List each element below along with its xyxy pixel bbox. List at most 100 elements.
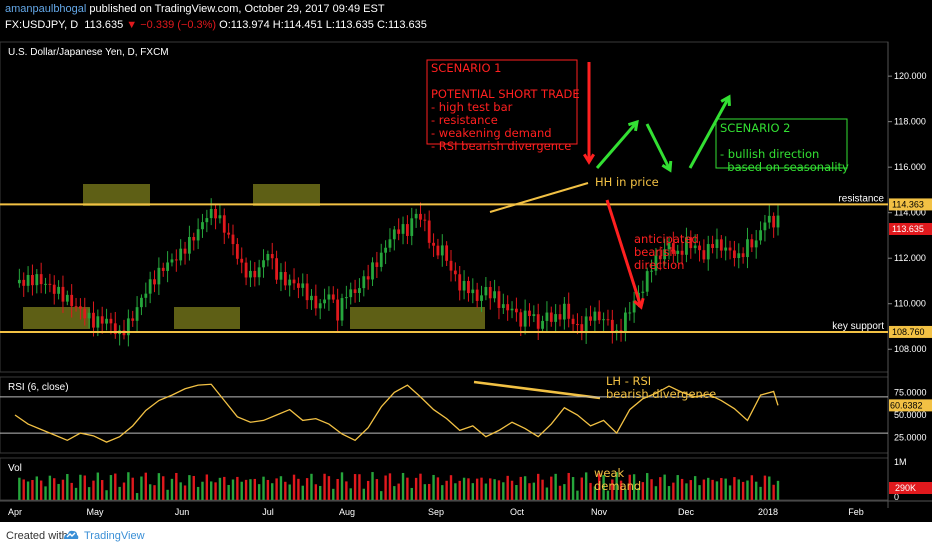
candle-body (440, 245, 444, 256)
volume-bar (388, 473, 392, 500)
volume-bar (414, 477, 418, 500)
candle-body (645, 271, 649, 292)
volume-bar (327, 476, 331, 500)
volume-bar (358, 474, 361, 500)
candle-body (170, 259, 174, 263)
candle-body (192, 237, 196, 241)
rsi-tick-label: 50.0000 (894, 410, 927, 420)
candle-body (606, 319, 610, 321)
x-tick-label: Dec (678, 507, 695, 517)
volume-bar (26, 481, 30, 500)
candle-body (532, 314, 536, 317)
candle-body (624, 312, 627, 333)
volume-bar (567, 472, 570, 500)
candle-body (231, 234, 235, 245)
volume-bar (563, 484, 566, 500)
volume-bar (384, 475, 387, 500)
chart-canvas[interactable]: 120.000 118.000 116.000 114.000 112.000 110.0… (0, 0, 932, 522)
tradingview-brand[interactable]: TradingView (84, 530, 145, 542)
volume-bar (759, 486, 762, 500)
candle-body (628, 312, 632, 314)
candle-body (100, 316, 104, 324)
x-tick-label: Nov (591, 507, 608, 517)
volume-bar (314, 484, 318, 500)
candle-body (179, 248, 183, 261)
volume-bar (61, 479, 65, 500)
volume-bar (305, 478, 309, 500)
volume-bar (153, 485, 156, 500)
volume-bar (406, 477, 409, 500)
candle-body (340, 298, 344, 321)
candle-body (283, 272, 287, 286)
volume-bar (768, 476, 771, 500)
volume-bar (292, 474, 296, 500)
candle-body (35, 274, 39, 286)
candle-body (436, 245, 440, 256)
volume-bar (763, 475, 767, 500)
volume-bar (728, 485, 732, 500)
candle-body (26, 274, 30, 286)
author-link[interactable]: amanpaulbhogal (5, 3, 87, 15)
candle-body (641, 291, 645, 293)
candle-body (593, 311, 597, 321)
volume-bar (493, 479, 496, 500)
volume-bar (580, 477, 583, 500)
volume-bar (550, 476, 553, 500)
level-label: key support (832, 321, 884, 332)
candle-body (536, 314, 540, 329)
volume-bar (249, 479, 252, 500)
volume-bar (532, 482, 536, 500)
volume-bar (236, 476, 239, 500)
candle-body (314, 295, 318, 309)
green-arrow-up-icon (595, 121, 639, 169)
volume-bar (336, 478, 339, 500)
candle-body (161, 267, 165, 271)
candle-body (205, 218, 209, 223)
candle-body (767, 215, 771, 223)
candle-body (61, 286, 65, 302)
candle-body (235, 244, 239, 259)
volume-bar (170, 478, 174, 500)
price-tick-label: 110.000 (894, 299, 926, 309)
hh-in-price-note: HH in price (595, 175, 659, 189)
candle-body (414, 213, 418, 219)
volume-bar (628, 474, 631, 500)
candle-body (366, 276, 370, 280)
candle-body (140, 297, 143, 308)
volume-bar (109, 475, 113, 500)
rsi-last-tag (889, 399, 932, 412)
candle-body (571, 318, 575, 325)
volume-bar (423, 484, 427, 500)
volume-bar (240, 481, 243, 500)
volume-bar (192, 475, 195, 500)
volume-bar (310, 473, 313, 500)
candle-body (57, 286, 60, 294)
volume-bar (750, 475, 754, 500)
volume-bar (602, 475, 605, 500)
candle-body (157, 267, 161, 285)
volume-bar (301, 485, 304, 500)
volume-bar (637, 487, 640, 500)
candle-body (39, 274, 43, 285)
candle-body (702, 250, 706, 260)
candle-body (567, 303, 571, 319)
candle-body (297, 283, 300, 288)
volume-bar (393, 486, 396, 500)
level-tag (889, 325, 932, 338)
rsi-line (14, 383, 779, 443)
volume-last-tag-value: 290K (895, 483, 916, 493)
candle-body (467, 280, 470, 294)
volume-bar (445, 480, 448, 500)
volume-bar (380, 491, 383, 500)
volume-bar (755, 481, 758, 500)
x-tick-label: Oct (510, 507, 525, 517)
volume-bar (611, 479, 614, 500)
candle-body (519, 312, 523, 327)
price-tick-label: 116.000 (894, 162, 926, 172)
volume-bar (92, 480, 95, 500)
candle-body (153, 279, 156, 285)
candle-body (562, 303, 566, 320)
volume-bar (541, 479, 544, 500)
ohlc-values: O:113.974 H:114.451 L:113.635 C:113.635 (219, 19, 427, 31)
volume-bar (523, 476, 527, 500)
